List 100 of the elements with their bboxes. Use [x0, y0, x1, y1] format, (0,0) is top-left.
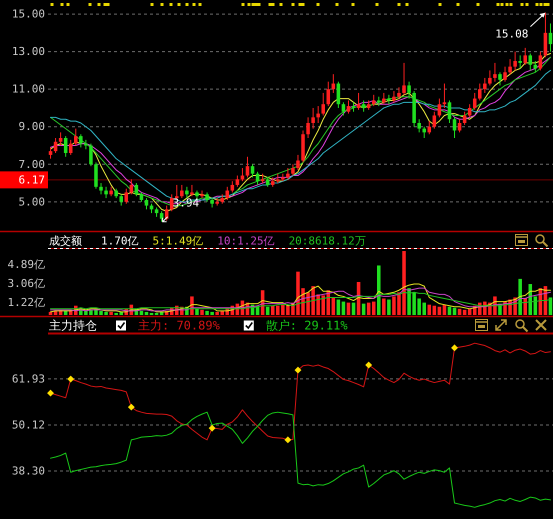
y-tick-label: 4.89亿 [8, 258, 45, 272]
candlestick [79, 134, 83, 148]
bar [352, 302, 356, 315]
line-series [50, 292, 551, 310]
candlestick [523, 47, 527, 66]
y-tick-label: 1.22亿 [8, 296, 45, 309]
ref-line-label: 6.17 [18, 173, 45, 186]
point [451, 344, 458, 352]
candlestick [438, 98, 442, 118]
y-tick-label: 15.00 [12, 8, 45, 21]
candlestick [104, 186, 108, 199]
candlestick [311, 107, 315, 130]
y-tick-label: 3.06亿 [8, 276, 45, 290]
candlestick [372, 94, 376, 107]
candlestick [220, 194, 224, 204]
candlestick [306, 116, 310, 138]
y-tick-label: 7.00 [18, 158, 45, 171]
candlestick [458, 118, 462, 133]
candlestick [362, 100, 366, 112]
text: 10:1.25亿 [217, 234, 275, 248]
bar [362, 304, 366, 315]
candlestick [468, 104, 472, 118]
bar [377, 265, 381, 315]
candlestick [428, 120, 432, 135]
candlestick [387, 94, 391, 105]
candlestick [448, 100, 452, 124]
candlestick [472, 92, 476, 110]
bar [382, 298, 386, 315]
candlestick [417, 118, 421, 133]
text: 主力: 70.89% [138, 318, 221, 332]
bar [346, 302, 350, 315]
candlestick [377, 96, 381, 107]
candlestick [336, 81, 340, 108]
point [47, 390, 54, 397]
candlestick [114, 188, 118, 199]
candlestick [266, 176, 270, 188]
candlestick [180, 184, 184, 199]
candlestick [544, 12, 548, 58]
candlestick [291, 164, 295, 176]
candlestick [422, 126, 426, 138]
candlestick [99, 182, 103, 195]
point [365, 362, 372, 368]
y-tick-label: 9.00 [18, 120, 45, 134]
candlestick [48, 146, 52, 160]
y-tick-label: 5.00 [18, 195, 45, 208]
line-series [50, 284, 551, 312]
candlestick [140, 192, 144, 202]
candlestick [397, 86, 401, 100]
text: 20:8618.12万 [288, 234, 366, 248]
candlestick [296, 154, 300, 170]
candlestick [518, 54, 522, 70]
candlestick [332, 74, 336, 94]
y-tick-label: 13.00 [12, 45, 45, 58]
line-series [50, 412, 551, 508]
candlestick [352, 102, 356, 112]
candlestick [246, 156, 250, 178]
candlestick [326, 81, 330, 107]
point [67, 376, 74, 382]
chart-subtitle: 1.70亿 [101, 234, 138, 248]
bar [402, 251, 406, 315]
text: 5:1.49亿 [152, 234, 204, 248]
candlestick [190, 184, 194, 197]
candlestick [538, 51, 542, 71]
chart-title: 主力持仓 [49, 318, 97, 332]
point [208, 424, 216, 432]
bar [548, 297, 552, 315]
candlestick [256, 171, 260, 186]
candlestick [432, 111, 436, 130]
candlestick [130, 178, 134, 195]
candlestick [124, 188, 128, 204]
candlestick [503, 66, 507, 82]
candlestick [286, 168, 290, 180]
bar [448, 306, 452, 315]
bar [518, 278, 522, 315]
candlestick [508, 58, 512, 75]
candlestick [321, 92, 325, 116]
candlestick [407, 81, 411, 100]
candlestick [94, 162, 98, 190]
point [128, 404, 135, 411]
candlestick [134, 182, 138, 197]
candlestick [392, 90, 396, 103]
candlestick [452, 116, 456, 138]
candlestick [205, 192, 209, 202]
candlestick [548, 22, 552, 52]
candlestick [119, 194, 123, 206]
candlestick [54, 138, 58, 154]
candlestick [210, 198, 214, 208]
bar [200, 310, 204, 315]
candlestick [240, 168, 244, 182]
point [294, 366, 302, 374]
candlestick [226, 186, 230, 200]
candlestick [528, 53, 532, 71]
candlestick [250, 164, 254, 178]
candlestick [478, 83, 482, 101]
candlestick [346, 100, 350, 114]
candlestick [109, 186, 113, 197]
chart-title: 成交额 [49, 234, 82, 248]
candlestick [462, 111, 466, 126]
point [284, 436, 292, 444]
candlestick [493, 62, 497, 82]
